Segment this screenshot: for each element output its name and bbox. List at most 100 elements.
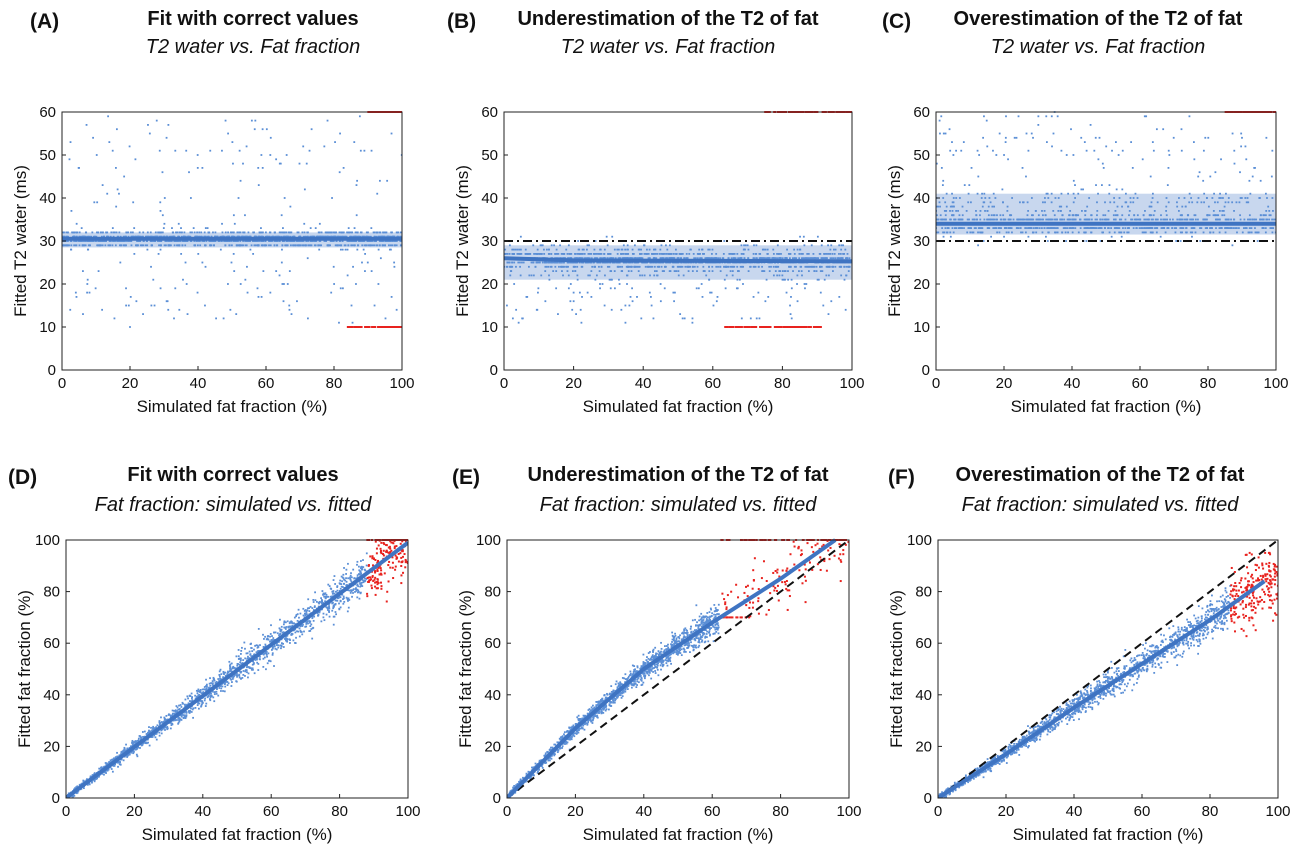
data-point	[955, 149, 957, 152]
data-point	[1044, 201, 1046, 204]
data-point	[801, 253, 804, 255]
data-point	[1114, 214, 1117, 217]
data-point	[772, 274, 775, 277]
plot-area	[504, 111, 852, 328]
saturated-point	[351, 326, 354, 328]
data-point	[963, 184, 966, 186]
data-point	[201, 240, 204, 242]
data-point	[772, 253, 775, 255]
data-point	[1043, 227, 1046, 229]
data-point	[283, 231, 286, 234]
data-point	[724, 287, 727, 290]
saturated-point	[763, 326, 766, 328]
data-point	[285, 244, 287, 247]
x-axis-label: Simulated fat fraction (%)	[583, 397, 774, 416]
data-point	[1255, 218, 1258, 221]
data-point	[1084, 210, 1087, 212]
data-point	[1107, 218, 1110, 221]
y-tick-label: 60	[913, 104, 930, 121]
data-point	[1255, 231, 1258, 234]
data-point	[940, 115, 943, 118]
data-point	[1043, 210, 1046, 212]
data-point	[740, 244, 743, 247]
data-point	[361, 244, 364, 247]
data-point	[719, 265, 722, 268]
data-point	[1017, 227, 1020, 229]
data-point	[243, 231, 246, 234]
data-point	[1144, 210, 1146, 212]
data-point	[1250, 227, 1253, 229]
data-point	[100, 244, 102, 247]
data-point	[268, 244, 270, 247]
data-point	[951, 201, 954, 204]
data-point	[573, 261, 576, 264]
data-point	[275, 244, 278, 247]
data-point	[725, 265, 728, 268]
data-point	[82, 270, 84, 272]
data-point	[804, 257, 807, 260]
data-point	[1164, 231, 1167, 234]
data-point	[1203, 201, 1205, 204]
data-point	[296, 240, 299, 242]
data-point	[758, 253, 761, 255]
data-point	[1217, 214, 1220, 217]
data-point	[119, 235, 122, 238]
data-point	[633, 265, 636, 268]
data-point	[939, 132, 941, 135]
data-point	[1188, 115, 1191, 118]
data-point	[977, 175, 980, 178]
data-point	[1224, 218, 1227, 221]
saturated-point	[390, 326, 393, 328]
data-point	[1084, 214, 1087, 217]
panel-c: (C) Overestimation of the T2 of fat T2 w…	[0, 0, 1304, 420]
data-point	[1212, 210, 1215, 212]
data-point	[556, 261, 559, 264]
data-point	[349, 240, 352, 242]
data-point	[1261, 227, 1264, 229]
data-point	[317, 235, 320, 238]
data-point	[637, 248, 640, 251]
data-point	[399, 231, 402, 234]
data-point	[504, 248, 507, 251]
data-point	[717, 257, 720, 260]
data-point	[104, 240, 107, 242]
data-point	[163, 235, 165, 238]
x-tick-label: 60	[258, 375, 275, 392]
data-point	[146, 244, 149, 247]
data-point	[793, 253, 796, 255]
data-point	[605, 235, 608, 238]
data-point	[997, 227, 1000, 229]
data-point	[1249, 218, 1252, 221]
data-point	[1238, 201, 1241, 204]
data-point	[379, 231, 382, 234]
data-point	[537, 291, 539, 294]
data-point	[1103, 218, 1106, 221]
data-point	[1269, 214, 1272, 217]
data-point	[1107, 227, 1110, 229]
data-point	[1222, 197, 1224, 199]
data-point	[198, 231, 201, 234]
data-point	[992, 192, 995, 195]
data-point	[1096, 201, 1098, 204]
data-point	[193, 231, 196, 234]
data-point	[284, 244, 287, 247]
data-point	[1166, 184, 1169, 186]
data-point	[136, 240, 138, 242]
saturated-point	[751, 326, 754, 328]
data-point	[1215, 214, 1218, 217]
data-point	[126, 240, 128, 242]
data-point	[107, 115, 109, 118]
data-point	[182, 240, 185, 242]
data-point	[736, 253, 739, 255]
data-point	[1141, 231, 1144, 234]
data-point	[361, 235, 364, 238]
data-point	[798, 257, 801, 260]
data-point	[335, 240, 338, 242]
data-point	[532, 261, 535, 264]
data-point	[139, 235, 141, 238]
data-point	[1164, 218, 1167, 221]
data-point	[946, 231, 949, 234]
data-point	[74, 244, 77, 247]
data-point	[579, 257, 582, 260]
data-point	[1151, 227, 1154, 229]
